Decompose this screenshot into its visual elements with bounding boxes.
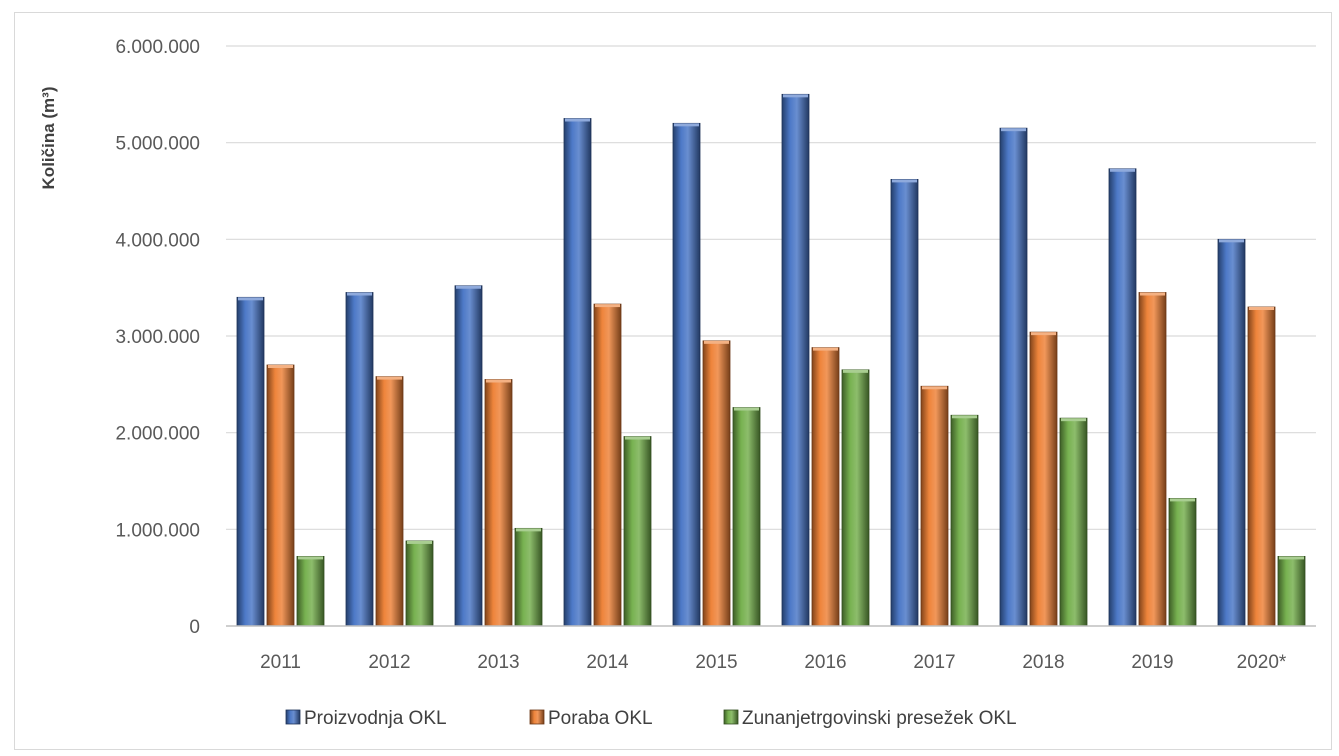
bar-proizvodnja-okl-2020 <box>1217 238 1246 627</box>
bar-top-highlight <box>1061 418 1086 422</box>
legend-label: Zunanjetrgovinski presežek OKL <box>742 708 1017 729</box>
x-tick-label: 2020* <box>1237 652 1287 673</box>
bar-top-highlight <box>486 379 511 383</box>
bar-zunanjetrgovinski-prese-ek-okl-2019 <box>1168 497 1197 627</box>
bar-zunanjetrgovinski-prese-ek-okl-2013 <box>514 527 543 627</box>
bar-top-highlight <box>595 304 620 308</box>
y-tick-label: 0 <box>189 617 200 638</box>
bar-top-highlight <box>377 376 402 380</box>
y-tick-label: 4.000.000 <box>115 230 200 251</box>
x-tick-label: 2015 <box>695 652 737 673</box>
bar-poraba-okl-2018 <box>1029 331 1058 627</box>
bar-top-highlight <box>1170 498 1195 502</box>
bar-zunanjetrgovinski-prese-ek-okl-2012 <box>405 540 434 627</box>
bar-poraba-okl-2011 <box>266 364 295 627</box>
bar-top-highlight <box>1279 556 1304 560</box>
x-axis-ticks: 2011 2012 2013 2014 2015 2016 2017 2018 2019 2020… <box>260 652 1287 673</box>
bar-proizvodnja-okl-2017 <box>890 178 919 627</box>
bar-poraba-okl-2019 <box>1138 292 1167 627</box>
bar-proizvodnja-okl-2015 <box>672 122 701 627</box>
bar-zunanjetrgovinski-prese-ek-okl-2011 <box>296 556 325 627</box>
bar-zunanjetrgovinski-prese-ek-okl-2015 <box>732 407 761 627</box>
bar-proizvodnja-okl-2013 <box>454 285 483 627</box>
bar-top-highlight <box>813 347 838 351</box>
bar-top-highlight <box>456 285 481 289</box>
bar-top-highlight <box>407 540 432 544</box>
x-tick-label: 2011 <box>260 652 301 673</box>
x-tick-label: 2014 <box>586 652 629 673</box>
bar-poraba-okl-2015 <box>702 340 731 627</box>
x-tick-label: 2018 <box>1022 652 1064 673</box>
bar-poraba-okl-2016 <box>811 347 840 627</box>
bar-top-highlight <box>565 118 590 122</box>
bar-proizvodnja-okl-2016 <box>781 93 810 627</box>
x-tick-label: 2019 <box>1131 652 1173 673</box>
y-tick-label: 5.000.000 <box>115 134 200 155</box>
bar-top-highlight <box>952 415 977 419</box>
bar-top-highlight <box>1110 168 1135 172</box>
bar-zunanjetrgovinski-prese-ek-okl-2016 <box>841 369 870 627</box>
y-axis-ticks: 0 1.000.000 2.000.000 3.000.000 4.000.000 5.0… <box>115 37 200 638</box>
bar-top-highlight <box>734 407 759 411</box>
bar-poraba-okl-2020 <box>1247 306 1276 627</box>
bar-zunanjetrgovinski-prese-ek-okl-2014 <box>623 436 652 627</box>
bar-top-highlight <box>238 297 263 301</box>
legend-label: Poraba OKL <box>548 708 653 729</box>
bar-top-highlight <box>1001 128 1026 132</box>
bars <box>236 93 1306 627</box>
y-tick-label: 6.000.000 <box>115 37 200 58</box>
legend-swatch <box>285 709 301 725</box>
x-tick-label: 2017 <box>913 652 955 673</box>
bar-top-highlight <box>625 436 650 440</box>
bar-proizvodnja-okl-2019 <box>1108 168 1137 627</box>
legend-label: Proizvodnja OKL <box>304 708 447 729</box>
x-tick-label: 2013 <box>477 652 519 673</box>
y-tick-label: 1.000.000 <box>115 520 200 541</box>
bar-top-highlight <box>1249 307 1274 310</box>
bar-proizvodnja-okl-2011 <box>236 296 265 627</box>
bar-poraba-okl-2013 <box>484 379 513 627</box>
bar-top-highlight <box>268 365 293 368</box>
bar-proizvodnja-okl-2012 <box>345 292 374 627</box>
bar-zunanjetrgovinski-prese-ek-okl-2017 <box>950 414 979 627</box>
bar-poraba-okl-2014 <box>593 303 622 627</box>
bar-top-highlight <box>1031 332 1056 336</box>
bar-proizvodnja-okl-2014 <box>563 118 592 627</box>
bar-top-highlight <box>922 386 947 390</box>
legend-swatch <box>723 709 739 725</box>
x-tick-label: 2012 <box>368 652 410 673</box>
bar-top-highlight <box>783 94 808 98</box>
bar-top-highlight <box>347 292 372 296</box>
y-tick-label: 2.000.000 <box>115 424 200 445</box>
bar-top-highlight <box>298 556 323 560</box>
bar-zunanjetrgovinski-prese-ek-okl-2018 <box>1059 417 1088 627</box>
y-tick-label: 3.000.000 <box>115 327 200 348</box>
bar-top-highlight <box>843 369 868 373</box>
bar-zunanjetrgovinski-prese-ek-okl-2020 <box>1277 556 1306 627</box>
bar-top-highlight <box>892 179 917 183</box>
bar-top-highlight <box>516 528 541 532</box>
bar-proizvodnja-okl-2018 <box>999 127 1028 627</box>
bar-poraba-okl-2012 <box>375 376 404 627</box>
legend-swatch <box>529 709 545 725</box>
y-axis-label: Količina (m³) <box>39 87 58 190</box>
bar-top-highlight <box>704 340 729 344</box>
bar-top-highlight <box>1219 239 1244 243</box>
bar-poraba-okl-2017 <box>920 385 949 627</box>
legend: Proizvodnja OKL Poraba OKL Zunanjetrgovins… <box>285 708 1017 729</box>
bar-top-highlight <box>674 123 699 127</box>
bar-top-highlight <box>1140 292 1165 296</box>
x-tick-label: 2016 <box>804 652 846 673</box>
